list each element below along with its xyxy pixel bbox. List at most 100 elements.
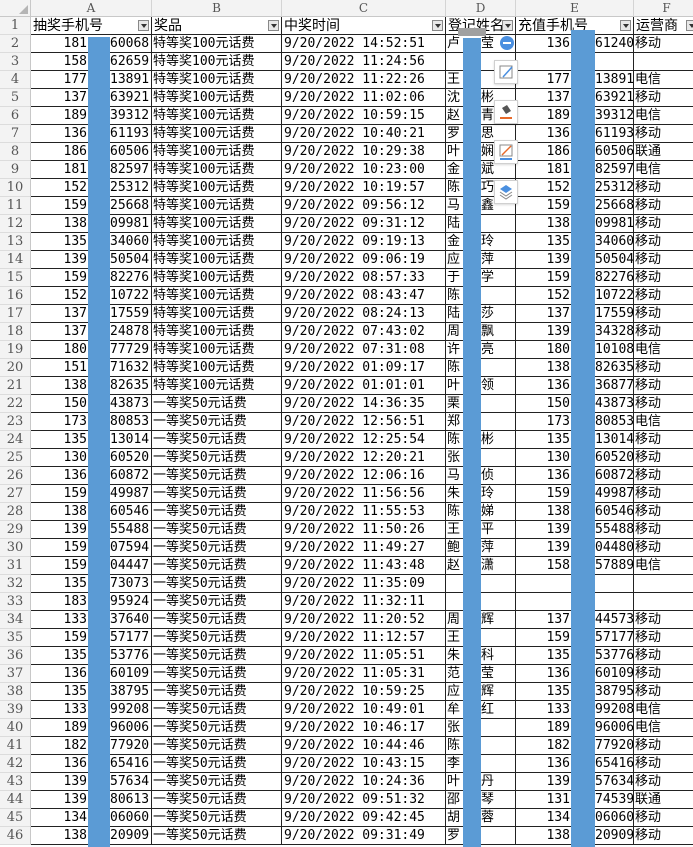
- recharge-phone-cell[interactable]: 136 61240: [516, 35, 634, 53]
- column-header-a[interactable]: A: [31, 0, 152, 17]
- row-header[interactable]: 17: [0, 305, 31, 323]
- row-header[interactable]: 43: [0, 773, 31, 791]
- prize-cell[interactable]: 特等奖100元话费: [152, 287, 282, 305]
- registered-name-cell[interactable]: 金玲: [446, 233, 516, 251]
- win-time-cell[interactable]: 9/20/2022 01:01:01: [282, 377, 446, 395]
- prize-cell[interactable]: 一等奖50元话费: [152, 467, 282, 485]
- row-header[interactable]: 42: [0, 755, 31, 773]
- prize-cell[interactable]: 特等奖100元话费: [152, 323, 282, 341]
- carrier-cell[interactable]: 移动: [634, 287, 693, 305]
- carrier-cell[interactable]: 移动: [634, 377, 693, 395]
- registered-name-cell[interactable]: 鲍萍: [446, 539, 516, 557]
- win-time-cell[interactable]: 9/20/2022 10:44:46: [282, 737, 446, 755]
- carrier-cell[interactable]: 移动: [634, 197, 693, 215]
- column-header-c[interactable]: C: [282, 0, 446, 17]
- carrier-cell[interactable]: 电信: [634, 557, 693, 575]
- prize-cell[interactable]: 一等奖50元话费: [152, 647, 282, 665]
- win-time-cell[interactable]: 9/20/2022 11:55:53: [282, 503, 446, 521]
- row-header[interactable]: 16: [0, 287, 31, 305]
- row-header[interactable]: 32: [0, 575, 31, 593]
- row-header[interactable]: 5: [0, 89, 31, 107]
- carrier-cell[interactable]: 移动: [634, 179, 693, 197]
- carrier-cell[interactable]: 移动: [634, 683, 693, 701]
- row-header[interactable]: 21: [0, 377, 31, 395]
- carrier-cell[interactable]: 电信: [634, 71, 693, 89]
- registered-name-cell[interactable]: 罗思: [446, 125, 516, 143]
- prize-cell[interactable]: 一等奖50元话费: [152, 665, 282, 683]
- registered-name-cell[interactable]: 应辉: [446, 683, 516, 701]
- win-time-cell[interactable]: 9/20/2022 07:43:02: [282, 323, 446, 341]
- remove-circle-icon[interactable]: [500, 36, 514, 50]
- prize-cell[interactable]: 一等奖50元话费: [152, 791, 282, 809]
- header-cell[interactable]: 奖品: [152, 17, 282, 35]
- column-header-b[interactable]: B: [152, 0, 282, 17]
- prize-cell[interactable]: 特等奖100元话费: [152, 377, 282, 395]
- carrier-cell[interactable]: 移动: [634, 521, 693, 539]
- registered-name-cell[interactable]: 许亮: [446, 341, 516, 359]
- prize-cell[interactable]: 特等奖100元话费: [152, 143, 282, 161]
- win-time-cell[interactable]: 9/20/2022 10:46:17: [282, 719, 446, 737]
- win-time-cell[interactable]: 9/20/2022 11:22:26: [282, 71, 446, 89]
- win-time-cell[interactable]: 9/20/2022 10:40:21: [282, 125, 446, 143]
- carrier-cell[interactable]: 移动: [634, 323, 693, 341]
- registered-name-cell[interactable]: 邵琴: [446, 791, 516, 809]
- row-header[interactable]: 6: [0, 107, 31, 125]
- filter-dropdown-button[interactable]: [432, 20, 443, 31]
- prize-cell[interactable]: 特等奖100元话费: [152, 53, 282, 71]
- registered-name-cell[interactable]: 张: [446, 719, 516, 737]
- win-time-cell[interactable]: 9/20/2022 10:59:25: [282, 683, 446, 701]
- win-time-cell[interactable]: 9/20/2022 09:06:19: [282, 251, 446, 269]
- carrier-cell[interactable]: 移动: [634, 359, 693, 377]
- prize-cell[interactable]: 一等奖50元话费: [152, 557, 282, 575]
- carrier-cell[interactable]: 移动: [634, 809, 693, 827]
- registered-name-cell[interactable]: 叶领: [446, 377, 516, 395]
- row-header[interactable]: 28: [0, 503, 31, 521]
- row-header[interactable]: 24: [0, 431, 31, 449]
- registered-name-cell[interactable]: 朱玲: [446, 485, 516, 503]
- registered-name-cell[interactable]: 陈彬: [446, 431, 516, 449]
- row-header[interactable]: 18: [0, 323, 31, 341]
- prize-cell[interactable]: 一等奖50元话费: [152, 431, 282, 449]
- carrier-cell[interactable]: [634, 575, 693, 593]
- carrier-cell[interactable]: 移动: [634, 737, 693, 755]
- win-time-cell[interactable]: 9/20/2022 11:12:57: [282, 629, 446, 647]
- carrier-cell[interactable]: 移动: [634, 665, 693, 683]
- registered-name-cell[interactable]: 马侦: [446, 467, 516, 485]
- registered-name-cell[interactable]: 朱科: [446, 647, 516, 665]
- win-time-cell[interactable]: 9/20/2022 01:09:17: [282, 359, 446, 377]
- carrier-cell[interactable]: 移动: [634, 35, 693, 53]
- win-time-cell[interactable]: 9/20/2022 11:02:06: [282, 89, 446, 107]
- win-time-cell[interactable]: 9/20/2022 10:29:38: [282, 143, 446, 161]
- prize-cell[interactable]: 一等奖50元话费: [152, 809, 282, 827]
- carrier-cell[interactable]: 移动: [634, 467, 693, 485]
- row-header[interactable]: 46: [0, 827, 31, 845]
- carrier-cell[interactable]: 移动: [634, 305, 693, 323]
- carrier-cell[interactable]: 移动: [634, 449, 693, 467]
- prize-cell[interactable]: 特等奖100元话费: [152, 89, 282, 107]
- row-header[interactable]: 27: [0, 485, 31, 503]
- prize-cell[interactable]: 特等奖100元话费: [152, 233, 282, 251]
- win-time-cell[interactable]: 9/20/2022 09:19:13: [282, 233, 446, 251]
- win-time-cell[interactable]: 9/20/2022 11:32:11: [282, 593, 446, 611]
- win-time-cell[interactable]: 9/20/2022 12:20:21: [282, 449, 446, 467]
- registered-name-cell[interactable]: 陆: [446, 215, 516, 233]
- prize-cell[interactable]: 一等奖50元话费: [152, 593, 282, 611]
- registered-name-cell[interactable]: 卢莹: [446, 35, 516, 53]
- row-header[interactable]: 39: [0, 701, 31, 719]
- prize-cell[interactable]: 特等奖100元话费: [152, 107, 282, 125]
- lottery-phone-cell[interactable]: 152 25312: [31, 179, 152, 197]
- carrier-cell[interactable]: 移动: [634, 611, 693, 629]
- win-time-cell[interactable]: 9/20/2022 11:50:26: [282, 521, 446, 539]
- row-header[interactable]: 12: [0, 215, 31, 233]
- registered-name-cell[interactable]: [446, 575, 516, 593]
- prize-cell[interactable]: 特等奖100元话费: [152, 161, 282, 179]
- carrier-cell[interactable]: 联通: [634, 143, 693, 161]
- row-header[interactable]: 22: [0, 395, 31, 413]
- recharge-phone-cell[interactable]: 150 43873: [516, 395, 634, 413]
- lottery-phone-cell[interactable]: 181 82597: [31, 161, 152, 179]
- prize-cell[interactable]: 特等奖100元话费: [152, 215, 282, 233]
- registered-name-cell[interactable]: 叶娴: [446, 143, 516, 161]
- row-header[interactable]: 19: [0, 341, 31, 359]
- column-header-f[interactable]: F: [634, 0, 693, 17]
- registered-name-cell[interactable]: 范莹: [446, 665, 516, 683]
